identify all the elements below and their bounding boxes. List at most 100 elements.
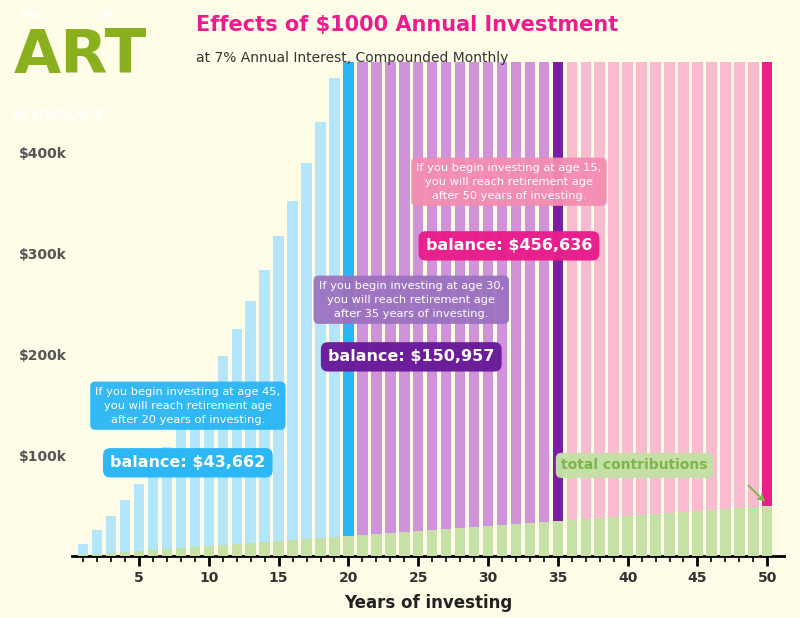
Bar: [287, 540, 298, 556]
Bar: [92, 530, 102, 556]
Bar: [302, 163, 312, 556]
Bar: [203, 381, 214, 556]
Bar: [231, 329, 242, 556]
Bar: [92, 554, 102, 556]
Bar: [399, 0, 410, 556]
Bar: [78, 544, 89, 556]
Text: ART: ART: [14, 27, 146, 86]
Bar: [609, 0, 619, 556]
Bar: [636, 0, 647, 556]
Bar: [525, 0, 535, 556]
Bar: [287, 201, 298, 556]
Bar: [581, 519, 591, 556]
Bar: [650, 514, 661, 556]
Bar: [287, 201, 298, 556]
X-axis label: Years of investing: Years of investing: [344, 594, 512, 612]
Bar: [385, 0, 395, 556]
Bar: [231, 329, 242, 556]
Bar: [162, 447, 172, 556]
Bar: [692, 0, 702, 556]
Bar: [315, 538, 326, 556]
Bar: [134, 484, 144, 556]
Bar: [664, 513, 674, 556]
Bar: [218, 357, 228, 556]
Bar: [482, 0, 494, 556]
Bar: [148, 466, 158, 556]
Bar: [203, 381, 214, 556]
Bar: [315, 122, 326, 556]
Bar: [218, 357, 228, 556]
Bar: [510, 0, 521, 556]
Bar: [594, 0, 605, 556]
Bar: [497, 0, 507, 556]
Bar: [538, 0, 549, 556]
Bar: [176, 427, 186, 556]
Text: If you begin investing at age 15,
you will reach retirement age
after 50 years o: If you begin investing at age 15, you wi…: [416, 163, 602, 201]
Bar: [176, 427, 186, 556]
Bar: [330, 78, 340, 556]
Bar: [120, 552, 130, 556]
Bar: [246, 300, 256, 556]
Bar: [259, 269, 270, 556]
Bar: [553, 521, 563, 556]
Bar: [274, 237, 284, 556]
Bar: [720, 509, 730, 556]
Bar: [566, 0, 577, 556]
Bar: [162, 549, 172, 556]
Bar: [148, 466, 158, 556]
Bar: [259, 542, 270, 556]
Bar: [134, 484, 144, 556]
Bar: [274, 237, 284, 556]
Bar: [302, 163, 312, 556]
Bar: [330, 78, 340, 556]
Bar: [734, 508, 745, 556]
Bar: [413, 0, 423, 556]
Bar: [148, 466, 158, 556]
Bar: [441, 0, 451, 556]
Bar: [120, 501, 130, 556]
Bar: [636, 515, 647, 556]
Bar: [190, 405, 200, 556]
Bar: [246, 543, 256, 556]
Bar: [706, 0, 717, 556]
Bar: [553, 0, 563, 556]
Bar: [371, 0, 382, 556]
Text: If you begin investing at age 30,
you will reach retirement age
after 35 years o: If you begin investing at age 30, you wi…: [318, 281, 504, 319]
Bar: [706, 510, 717, 556]
Text: OF: OF: [98, 12, 113, 22]
Bar: [413, 0, 423, 556]
Bar: [650, 0, 661, 556]
Bar: [246, 300, 256, 556]
Bar: [78, 544, 89, 556]
Bar: [609, 517, 619, 556]
Bar: [106, 516, 116, 556]
Text: balance: $43,662: balance: $43,662: [110, 455, 266, 470]
Text: at 7% Annual Interest, Compounded Monthly: at 7% Annual Interest, Compounded Monthl…: [196, 51, 508, 65]
Bar: [664, 0, 674, 556]
Bar: [134, 484, 144, 556]
Bar: [259, 269, 270, 556]
Bar: [357, 0, 368, 556]
Bar: [92, 530, 102, 556]
Bar: [330, 78, 340, 556]
Bar: [357, 0, 368, 556]
Bar: [148, 550, 158, 556]
Bar: [720, 0, 730, 556]
Bar: [678, 0, 689, 556]
Bar: [218, 357, 228, 556]
Bar: [427, 530, 438, 556]
Bar: [106, 553, 116, 556]
Bar: [525, 523, 535, 556]
Bar: [343, 31, 354, 556]
Bar: [385, 533, 395, 556]
Bar: [594, 518, 605, 556]
Bar: [413, 531, 423, 556]
Bar: [482, 0, 494, 556]
Bar: [427, 0, 438, 556]
Bar: [497, 525, 507, 556]
Bar: [469, 0, 479, 556]
Text: balance: $150,957: balance: $150,957: [328, 349, 494, 365]
Text: THE: THE: [19, 12, 41, 22]
Bar: [357, 535, 368, 556]
Bar: [343, 31, 354, 556]
